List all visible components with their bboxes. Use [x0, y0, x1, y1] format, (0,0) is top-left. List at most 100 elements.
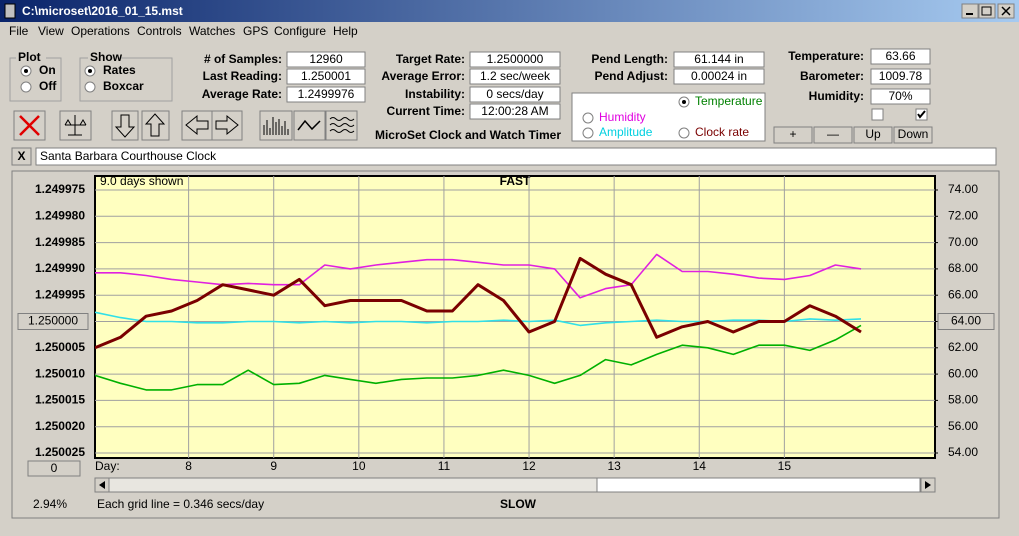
group-label-bg: [16, 52, 46, 64]
title-bar: [0, 0, 1019, 22]
x-tick-label: 13: [607, 459, 621, 473]
window-title: C:\microset\2016_01_15.mst: [22, 4, 183, 18]
y2-tick-label: 64.00: [951, 314, 981, 328]
menu-item[interactable]: Operations: [71, 24, 130, 38]
x-tick-label: 15: [778, 459, 792, 473]
field-box: [286, 51, 366, 68]
field-label: Current Time:: [387, 104, 465, 118]
field-box: [870, 68, 931, 85]
series-radio-label[interactable]: Clock rate: [695, 125, 749, 139]
x-tick-label: 12: [522, 459, 536, 473]
offset-button-label: 0: [51, 461, 58, 475]
adjust-button[interactable]: [773, 126, 813, 144]
x-tick-label: 9: [270, 459, 277, 473]
minimize-button[interactable]: [961, 3, 979, 19]
maximize-button[interactable]: [978, 3, 996, 19]
series-radio-label[interactable]: Humidity: [599, 110, 646, 124]
field-value: 0 secs/day: [486, 87, 543, 101]
y2-tick-label: 54.00: [948, 445, 978, 459]
field-box: [286, 68, 366, 85]
radio-label: Rates: [103, 63, 136, 77]
field-box: [469, 86, 561, 103]
y2-tick-label: 60.00: [948, 366, 978, 380]
chart-bottom-label: SLOW: [500, 497, 537, 511]
y-tick-label: 1.250025: [35, 445, 85, 459]
adjust-button[interactable]: [893, 126, 933, 144]
radio-button[interactable]: [678, 127, 690, 139]
menu-item[interactable]: Controls: [137, 24, 182, 38]
radio-button[interactable]: [84, 81, 96, 93]
series-line: [95, 311, 862, 327]
field-box: [673, 68, 765, 85]
field-label: Target Rate:: [396, 52, 465, 66]
window-controls[interactable]: [961, 3, 1015, 19]
radio-button[interactable]: [20, 81, 32, 93]
y2-tick-label: 72.00: [948, 208, 978, 222]
group-label-bg: [88, 52, 118, 64]
field-label: Temperature:: [788, 49, 864, 63]
adjust-button-label: —: [827, 127, 839, 141]
y2-tick-label: 66.00: [948, 287, 978, 301]
field-value: 12960: [309, 52, 343, 66]
checkbox[interactable]: [871, 108, 884, 121]
scrollbar[interactable]: [94, 477, 936, 493]
zoom-level: 2.94%: [33, 497, 67, 511]
adjust-button[interactable]: [813, 126, 853, 144]
field-box: [286, 86, 366, 103]
close-clock-button[interactable]: [11, 147, 32, 166]
menu-item[interactable]: GPS: [243, 24, 268, 38]
days-shown: 9.0 days shown: [100, 174, 183, 188]
menu-item[interactable]: Configure: [274, 24, 326, 38]
field-box: [870, 48, 931, 65]
field-value: 1009.78: [879, 69, 923, 83]
menu-item[interactable]: Watches: [189, 24, 235, 38]
x-tick-label: 14: [693, 459, 707, 473]
radio-dot: [24, 69, 28, 73]
menu-item[interactable]: Help: [333, 24, 358, 38]
close-clock-label: X: [17, 149, 25, 163]
menu-item[interactable]: View: [38, 24, 64, 38]
field-value: 61.144 in: [694, 52, 743, 66]
field-label: Pend Adjust:: [594, 69, 668, 83]
adjust-button-label: Up: [865, 127, 881, 141]
series-line: [95, 324, 862, 391]
y2-tick-label: 70.00: [948, 235, 978, 249]
field-label: Barometer:: [800, 69, 864, 83]
adjust-button[interactable]: [853, 126, 893, 144]
y2-tick-label: 58.00: [948, 393, 978, 407]
offset-button[interactable]: [27, 460, 81, 477]
y-tick-label: 1.249980: [35, 208, 85, 222]
y2-center-button[interactable]: [937, 313, 995, 330]
grid-note: Each grid line = 0.346 secs/day: [97, 497, 264, 511]
field-box: [469, 103, 561, 120]
field-value: 1.250001: [301, 69, 351, 83]
clock-name: Santa Barbara Courthouse Clock: [40, 149, 217, 163]
field-label: Pend Length:: [591, 52, 668, 66]
down-button[interactable]: [111, 110, 139, 141]
field-box: [870, 88, 931, 105]
menu-item[interactable]: File: [9, 24, 29, 38]
field-label: Average Error:: [381, 69, 465, 83]
show-group: [79, 57, 173, 102]
field-box: [469, 51, 561, 68]
radio-button[interactable]: [582, 127, 594, 139]
app-icon: [4, 3, 16, 19]
field-label: Average Rate:: [202, 87, 282, 101]
toolbar: [13, 110, 358, 141]
y2-tick-label: 74.00: [948, 182, 978, 196]
y-center-button[interactable]: [17, 313, 89, 330]
x-tick-label: 10: [352, 459, 366, 473]
check-mark: [917, 110, 926, 119]
series-radio-label[interactable]: Temperature: [695, 94, 763, 108]
radio-button[interactable]: [582, 112, 594, 124]
field-box: [673, 51, 765, 68]
field-value: 70%: [888, 89, 912, 103]
series-radio-label[interactable]: Amplitude: [599, 125, 653, 139]
y-tick-label: 1.249995: [35, 287, 85, 301]
up-button[interactable]: [141, 110, 170, 141]
app-title: MicroSet Clock and Watch Timer: [375, 128, 561, 142]
radio-label: Boxcar: [103, 79, 144, 93]
radio-label: Off: [39, 79, 57, 93]
y-tick-label: 1.250005: [35, 340, 85, 354]
clock-name-field[interactable]: [35, 147, 997, 166]
